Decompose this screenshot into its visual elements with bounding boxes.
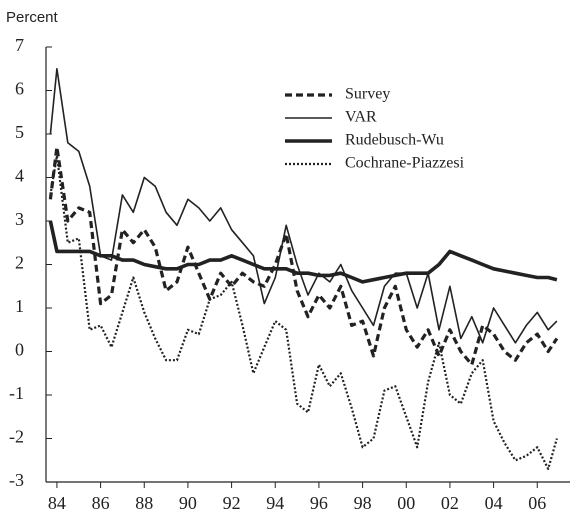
series-line <box>49 154 558 470</box>
legend-label: Survey <box>345 86 390 103</box>
y-tick-label: 5 <box>15 122 24 142</box>
legend-label: Rudebusch-Wu <box>345 132 444 149</box>
y-axis-title: Percent <box>6 9 59 26</box>
x-tick-label: 86 <box>92 493 110 513</box>
y-tick-label: -2 <box>9 427 24 447</box>
y-tick-label: 0 <box>15 340 24 360</box>
y-tick-label: 4 <box>15 166 24 186</box>
legend-label: Cochrane-Piazzesi <box>345 155 465 172</box>
y-tick-label: 7 <box>15 35 24 55</box>
y-tick-label: 3 <box>15 209 24 229</box>
x-tick-label: 00 <box>397 493 415 513</box>
y-tick-label: 2 <box>15 253 24 273</box>
x-tick-label: 84 <box>48 493 66 513</box>
series-line <box>49 68 558 344</box>
legend-label: VAR <box>345 109 377 126</box>
series-line <box>48 220 558 284</box>
series-line <box>48 145 559 367</box>
x-tick-label: 96 <box>310 493 328 513</box>
y-tick-label: -3 <box>9 470 24 490</box>
x-tick-label: 90 <box>179 493 197 513</box>
y-tick-label: 6 <box>15 79 24 99</box>
x-tick-label: 98 <box>354 493 372 513</box>
x-tick-label: 92 <box>223 493 241 513</box>
x-tick-label: 94 <box>266 493 284 513</box>
y-tick-label: 1 <box>15 296 24 316</box>
x-tick-label: 02 <box>441 493 459 513</box>
x-tick-label: 04 <box>485 493 503 513</box>
x-tick-label: 88 <box>135 493 153 513</box>
y-tick-label: -1 <box>9 383 24 403</box>
x-tick-label: 06 <box>528 493 546 513</box>
